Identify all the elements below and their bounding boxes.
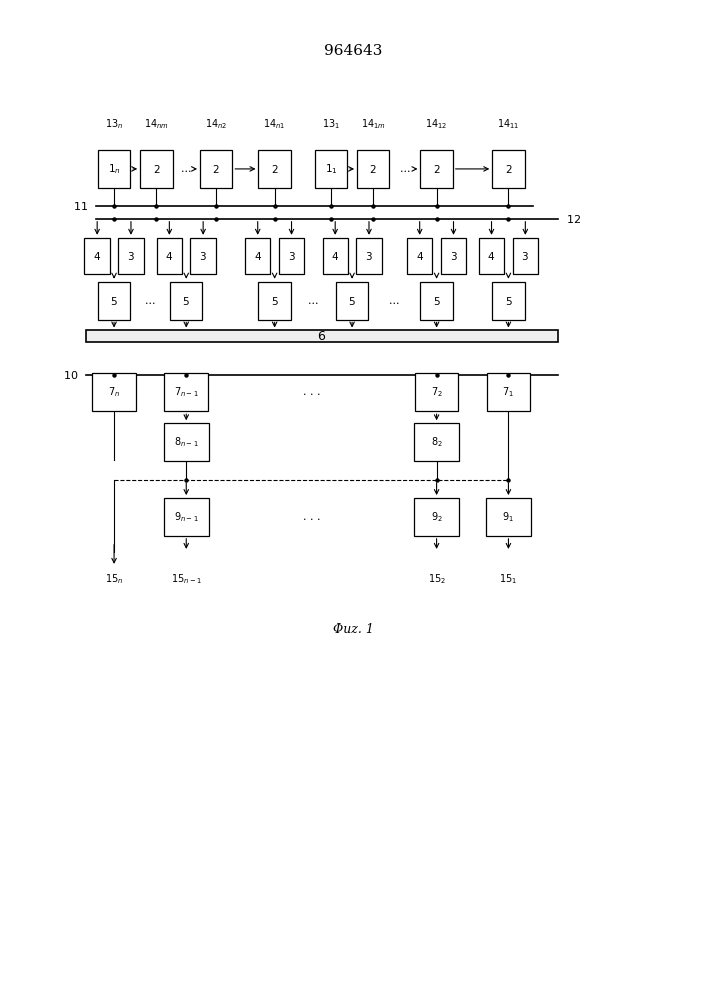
Text: $5$: $5$: [505, 295, 513, 307]
Bar: [92, 373, 136, 411]
Text: $5$: $5$: [433, 295, 440, 307]
Text: $11$: $11$: [74, 200, 88, 212]
Bar: [336, 282, 368, 320]
Bar: [492, 150, 525, 188]
Text: $4$: $4$: [488, 250, 496, 262]
Text: $7_1$: $7_1$: [503, 385, 515, 399]
Text: $4$: $4$: [331, 250, 339, 262]
Bar: [279, 238, 304, 274]
Bar: [259, 282, 291, 320]
Bar: [479, 238, 504, 274]
Bar: [486, 373, 530, 411]
Text: $4$: $4$: [93, 250, 101, 262]
Text: $5$: $5$: [182, 295, 190, 307]
Text: $7_{n-1}$: $7_{n-1}$: [174, 385, 199, 399]
Bar: [486, 498, 531, 536]
Bar: [513, 238, 538, 274]
Bar: [414, 423, 459, 461]
Text: $14_{nm}$: $14_{nm}$: [144, 117, 169, 131]
Bar: [322, 238, 348, 274]
Bar: [315, 150, 347, 188]
Text: $5$: $5$: [349, 295, 356, 307]
Bar: [164, 498, 209, 536]
Text: $4$: $4$: [165, 250, 173, 262]
Bar: [421, 150, 452, 188]
Text: $9_{n-1}$: $9_{n-1}$: [174, 510, 199, 524]
Text: $7_n$: $7_n$: [108, 385, 120, 399]
Bar: [357, 150, 390, 188]
Text: ...: ...: [399, 164, 410, 174]
Text: $9_1$: $9_1$: [503, 510, 515, 524]
Text: $7_2$: $7_2$: [431, 385, 443, 399]
Bar: [200, 150, 233, 188]
Text: $14_{1m}$: $14_{1m}$: [361, 117, 386, 131]
Text: $13_1$: $13_1$: [322, 117, 340, 131]
Bar: [492, 282, 525, 320]
Text: $10$: $10$: [63, 369, 78, 381]
Text: $3$: $3$: [450, 250, 457, 262]
Bar: [164, 423, 209, 461]
Bar: [415, 373, 458, 411]
Text: $3$: $3$: [365, 250, 373, 262]
Text: $4$: $4$: [416, 250, 423, 262]
Bar: [414, 498, 459, 536]
Text: $2$: $2$: [370, 163, 377, 175]
Text: $1_1$: $1_1$: [325, 162, 337, 176]
Text: $6$: $6$: [317, 330, 327, 343]
Bar: [157, 238, 182, 274]
Text: $9_2$: $9_2$: [431, 510, 443, 524]
Text: $3$: $3$: [199, 250, 207, 262]
Text: $15_2$: $15_2$: [428, 572, 445, 586]
Text: $8_2$: $8_2$: [431, 435, 443, 449]
Bar: [85, 238, 110, 274]
Bar: [407, 238, 433, 274]
Bar: [259, 150, 291, 188]
Text: $3$: $3$: [127, 250, 135, 262]
Bar: [98, 150, 130, 188]
Text: $2$: $2$: [433, 163, 440, 175]
Bar: [245, 238, 270, 274]
Bar: [118, 238, 144, 274]
Text: $15_{n-1}$: $15_{n-1}$: [171, 572, 201, 586]
Bar: [356, 238, 382, 274]
Bar: [421, 282, 452, 320]
Text: ...: ...: [389, 296, 399, 306]
Bar: [140, 150, 173, 188]
Text: $3$: $3$: [288, 250, 296, 262]
Text: $12$: $12$: [566, 213, 580, 225]
Text: $13_n$: $13_n$: [105, 117, 123, 131]
Text: $15_1$: $15_1$: [499, 572, 518, 586]
Text: $14_{11}$: $14_{11}$: [497, 117, 520, 131]
Bar: [190, 238, 216, 274]
Bar: [165, 373, 208, 411]
Text: $8_{n-1}$: $8_{n-1}$: [174, 435, 199, 449]
Bar: [86, 330, 558, 342]
Text: $14_{12}$: $14_{12}$: [426, 117, 448, 131]
Text: $2$: $2$: [153, 163, 160, 175]
Text: 964643: 964643: [325, 44, 382, 58]
Bar: [441, 238, 466, 274]
Text: $1_n$: $1_n$: [107, 162, 120, 176]
Text: $5$: $5$: [271, 295, 279, 307]
Text: $14_{n2}$: $14_{n2}$: [205, 117, 228, 131]
Text: ...: ...: [308, 296, 319, 306]
Text: . . .: . . .: [303, 387, 320, 397]
Text: $14_{n1}$: $14_{n1}$: [264, 117, 286, 131]
Text: $3$: $3$: [522, 250, 530, 262]
Text: $15_n$: $15_n$: [105, 572, 123, 586]
Bar: [170, 282, 202, 320]
Text: ...: ...: [145, 296, 156, 306]
Text: $2$: $2$: [505, 163, 512, 175]
Text: $2$: $2$: [271, 163, 279, 175]
Text: $5$: $5$: [110, 295, 118, 307]
Text: ...: ...: [181, 164, 192, 174]
Text: Φuz. 1: Φuz. 1: [333, 623, 374, 636]
Text: $4$: $4$: [254, 250, 262, 262]
Text: $2$: $2$: [212, 163, 220, 175]
Text: . . .: . . .: [303, 512, 320, 522]
Bar: [98, 282, 130, 320]
